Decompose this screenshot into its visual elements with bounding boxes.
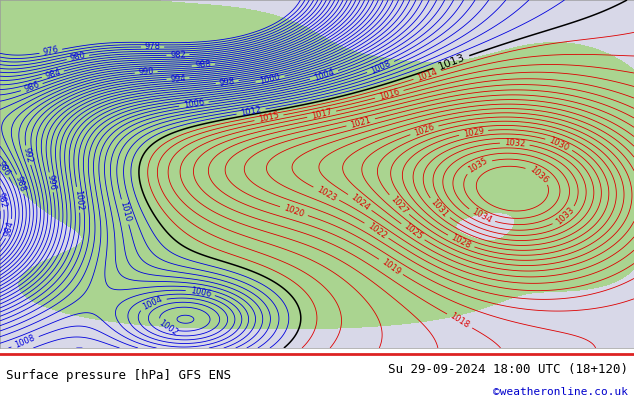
- Text: Surface pressure [hPa] GFS ENS: Surface pressure [hPa] GFS ENS: [6, 370, 231, 382]
- Text: 1010: 1010: [118, 201, 132, 223]
- Text: 976: 976: [42, 45, 60, 57]
- Text: 1002: 1002: [157, 318, 179, 338]
- Text: 1020: 1020: [283, 203, 306, 219]
- Text: 1036: 1036: [527, 164, 550, 185]
- Text: 1021: 1021: [349, 115, 372, 130]
- Text: 990: 990: [138, 67, 154, 77]
- Text: 1006: 1006: [189, 286, 212, 299]
- Text: 1035: 1035: [467, 156, 489, 175]
- Text: 1030: 1030: [548, 135, 571, 152]
- Text: 982: 982: [0, 191, 8, 208]
- Text: 1014: 1014: [416, 67, 439, 83]
- Text: 982: 982: [170, 50, 186, 60]
- Text: 1032: 1032: [504, 138, 526, 148]
- Text: 978: 978: [145, 42, 160, 52]
- Text: 984: 984: [3, 220, 16, 238]
- Text: 1004: 1004: [313, 67, 335, 83]
- Text: 1026: 1026: [413, 122, 436, 138]
- Text: 1023: 1023: [315, 184, 338, 203]
- Text: 1006: 1006: [183, 98, 205, 110]
- Text: 1000: 1000: [259, 72, 281, 86]
- Text: 1031: 1031: [429, 198, 450, 219]
- Text: 1025: 1025: [402, 222, 424, 242]
- Text: 994: 994: [170, 74, 186, 84]
- Text: Su 29-09-2024 18:00 UTC (18+120): Su 29-09-2024 18:00 UTC (18+120): [387, 364, 628, 376]
- Text: 1028: 1028: [450, 233, 472, 250]
- Text: 996: 996: [46, 174, 57, 191]
- Text: 1012: 1012: [240, 105, 262, 118]
- Text: 1002: 1002: [73, 189, 84, 211]
- Text: 1019: 1019: [380, 257, 402, 277]
- Text: 1004: 1004: [141, 294, 164, 312]
- Text: 1018: 1018: [448, 312, 471, 330]
- Text: 1024: 1024: [349, 192, 371, 212]
- Text: 1008: 1008: [14, 334, 37, 350]
- Text: 998: 998: [219, 76, 236, 88]
- Text: 988: 988: [14, 175, 27, 193]
- Text: 988: 988: [195, 60, 212, 70]
- Text: 1013: 1013: [436, 52, 466, 72]
- Text: 984: 984: [44, 68, 61, 81]
- Text: 986: 986: [23, 80, 41, 94]
- Text: 1016: 1016: [378, 87, 401, 102]
- Text: 1008: 1008: [369, 59, 392, 76]
- Text: 992: 992: [22, 146, 34, 164]
- Text: 1015: 1015: [257, 111, 280, 124]
- Text: 1029: 1029: [462, 126, 484, 139]
- Text: 986: 986: [0, 159, 11, 178]
- Text: 1034: 1034: [470, 207, 493, 225]
- Text: 1022: 1022: [365, 221, 388, 240]
- Text: 1033: 1033: [554, 206, 576, 227]
- Text: ©weatheronline.co.uk: ©weatheronline.co.uk: [493, 387, 628, 397]
- Text: 1017: 1017: [311, 107, 333, 121]
- Text: 980: 980: [69, 51, 87, 63]
- Text: 1027: 1027: [389, 194, 409, 216]
